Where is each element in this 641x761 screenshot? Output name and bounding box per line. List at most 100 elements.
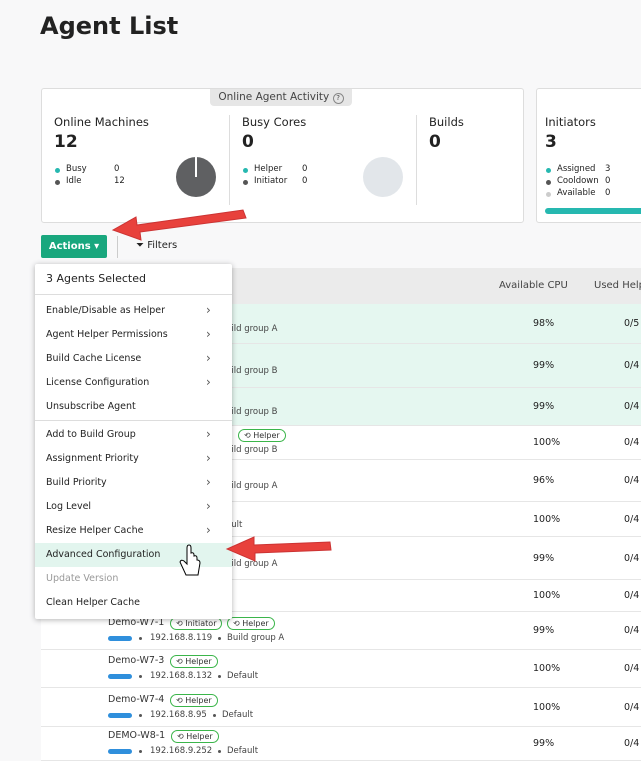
- stat-total: 0: [242, 132, 254, 152]
- menu-item-label: Add to Build Group: [46, 429, 136, 440]
- menu-separator: [35, 420, 232, 421]
- filters-button[interactable]: ⏷ Filters: [136, 240, 177, 251]
- cpu: 96%: [533, 475, 554, 486]
- legend-dot: [55, 180, 60, 185]
- initiators-card: [536, 88, 641, 223]
- legend-dot: [243, 168, 248, 173]
- submenu-chevron: ›: [206, 375, 211, 389]
- group: Default: [222, 710, 253, 720]
- group: uild group B: [226, 445, 277, 455]
- ip: 192.168.9.252: [150, 746, 212, 756]
- tag: ⟲ Helper: [170, 655, 218, 668]
- menu-item[interactable]: Advanced Configuration: [35, 543, 232, 567]
- cpu: 100%: [533, 514, 560, 525]
- submenu-chevron: ›: [206, 327, 211, 341]
- status-bar: [108, 713, 132, 718]
- group: Build group A: [227, 633, 284, 643]
- dot: [139, 750, 142, 753]
- cores-pie: [363, 157, 403, 197]
- legend-dot: [546, 192, 551, 197]
- ip: 192.168.8.132: [150, 671, 212, 681]
- group: uild group B: [226, 366, 277, 376]
- filters-label: Filters: [147, 240, 177, 251]
- stat-title: Initiators: [545, 115, 596, 129]
- cpu: 100%: [533, 663, 560, 674]
- used-helpers: 0/4: [624, 475, 639, 486]
- divider: [229, 115, 230, 205]
- stat-value: 0: [302, 164, 307, 174]
- stat-label: Idle: [66, 176, 82, 186]
- stat-label: Busy: [66, 164, 87, 174]
- cpu: 99%: [533, 401, 554, 412]
- submenu-chevron: ›: [206, 351, 211, 365]
- stat-label: Available: [557, 188, 595, 198]
- menu-item[interactable]: Assignment Priority ›: [35, 447, 232, 471]
- stat-total: 0: [429, 132, 441, 152]
- stat-title: Busy Cores: [242, 115, 306, 129]
- divider: [117, 236, 118, 258]
- menu-item[interactable]: License Configuration›: [35, 371, 232, 395]
- legend-dot: [546, 168, 551, 173]
- submenu-chevron: ›: [206, 451, 211, 465]
- used-helpers: 0/4: [624, 360, 639, 371]
- menu-item[interactable]: Add to Build Group›: [35, 423, 232, 447]
- submenu-chevron: ›: [206, 523, 211, 537]
- used-helpers: 0/4: [624, 437, 639, 448]
- status-bar: [108, 749, 132, 754]
- activity-card: [41, 88, 524, 223]
- stat-value: 0: [605, 176, 610, 186]
- agent-name: Demo-W7-4: [108, 694, 164, 705]
- tag: ⟲ Helper: [170, 694, 218, 707]
- stat-value: 0: [114, 164, 119, 174]
- stat-label: Assigned: [557, 164, 595, 174]
- agent-name: Demo-W7-3: [108, 655, 164, 666]
- menu-item[interactable]: Build Priority›: [35, 471, 232, 495]
- legend-dot: [55, 168, 60, 173]
- cpu: 100%: [533, 702, 560, 713]
- column-header: Available CPU: [499, 280, 568, 291]
- used-helpers: 0/4: [624, 663, 639, 674]
- initiators-bar: [545, 208, 641, 214]
- column-header: Used Help: [594, 280, 641, 291]
- menu-item[interactable]: Log Level›: [35, 495, 232, 519]
- menu-item[interactable]: Agent Helper Permissions›: [35, 323, 232, 347]
- menu-item[interactable]: Enable/Disable as Helper›: [35, 299, 232, 323]
- menu-item[interactable]: Clean Helper Cache: [35, 591, 232, 615]
- used-helpers: 0/4: [624, 553, 639, 564]
- actions-button[interactable]: Actions ▾: [41, 235, 107, 258]
- menu-item-label: Build Priority: [46, 477, 107, 488]
- menu-item[interactable]: Resize Helper Cache›: [35, 519, 232, 543]
- status-bar: [108, 674, 132, 679]
- group: Default: [227, 671, 258, 681]
- group: uild group B: [226, 407, 277, 417]
- menu-item-label: Unsubscribe Agent: [46, 401, 136, 412]
- group: uild group A: [226, 559, 277, 569]
- status-bar: [108, 636, 132, 641]
- dot: [218, 675, 221, 678]
- submenu-chevron: ›: [206, 303, 211, 317]
- menu-item-label: Build Cache License: [46, 353, 141, 364]
- menu-item[interactable]: Unsubscribe Agent: [35, 395, 232, 419]
- dot: [213, 714, 216, 717]
- menu-item-label: Clean Helper Cache: [46, 597, 140, 608]
- cpu: 100%: [533, 437, 560, 448]
- menu-item-label: Advanced Configuration: [46, 549, 160, 560]
- activity-label-text: Online Agent Activity: [218, 91, 329, 103]
- agent-name: DEMO-W8-1: [108, 730, 165, 741]
- machines-pie: [176, 157, 216, 197]
- group: Default: [227, 746, 258, 756]
- activity-label: Online Agent Activity ?: [210, 89, 352, 106]
- submenu-chevron: ›: [206, 499, 211, 513]
- page-title: Agent List: [40, 12, 178, 40]
- legend-dot: [546, 180, 551, 185]
- used-helpers: 0/5: [624, 318, 639, 329]
- menu-item[interactable]: Build Cache License ›: [35, 347, 232, 371]
- ip: 192.168.8.119: [150, 633, 212, 643]
- menu-item: Update Version: [35, 567, 232, 591]
- stat-label: Cooldown: [557, 176, 599, 186]
- menu-item-label: Assignment Priority: [46, 453, 139, 464]
- cpu: 99%: [533, 360, 554, 371]
- tag: ⟲ Helper: [171, 730, 219, 743]
- dot: [139, 714, 142, 717]
